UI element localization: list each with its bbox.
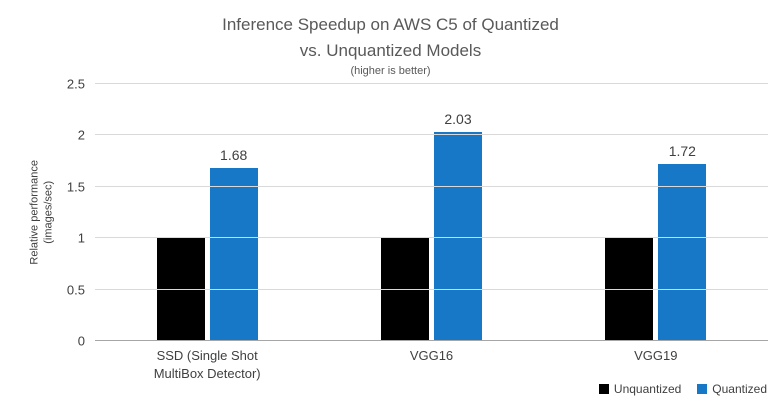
y-tick-label: 0 [77, 333, 85, 349]
category-label: SSD (Single Shot MultiBox Detector) [153, 348, 261, 382]
y-axis-title-line1: Relative performance [28, 160, 41, 265]
bar-wrap: 2.03 [433, 84, 482, 341]
legend-swatch [598, 384, 609, 394]
y-axis-title-line2: (images/sec) [43, 180, 55, 244]
bar-wrap [380, 84, 429, 341]
gridline [95, 237, 768, 239]
bar-quantized [209, 168, 258, 341]
gridline [95, 83, 768, 84]
y-tick-label: 0.5 [66, 282, 85, 298]
y-tick-label: 1 [77, 230, 85, 246]
chart-title-line2: vs. Unquantized Models [299, 40, 482, 60]
plot-area: 1.68 2.03 1.72 0 0.5 1 1.5 2 2.5 [67, 77, 768, 349]
bar-wrap: 1.68 [209, 84, 258, 341]
bar-groups: 1.68 2.03 1.72 [95, 84, 768, 341]
bar-quantized [433, 132, 482, 341]
data-label: 2.03 [444, 111, 472, 128]
chart-title: Inference Speedup on AWS C5 of Quantized… [0, 12, 781, 77]
legend-item-quantized: Quantized [697, 382, 767, 396]
category-labels: SSD (Single Shot MultiBox Detector) VGG16… [95, 347, 768, 383]
legend-label: Quantized [712, 382, 767, 396]
y-tick-label: 1.5 [66, 179, 85, 195]
gridline [95, 134, 768, 136]
bar-group: 2.03 [319, 84, 543, 341]
chart-subtitle: (higher is better) [350, 65, 431, 77]
gridline [95, 288, 768, 290]
legend-label: Unquantized [613, 382, 682, 396]
chart-title-line1: Inference Speedup on AWS C5 of Quantized [222, 15, 559, 34]
y-tick-label: 2.5 [66, 76, 85, 92]
x-axis-line [95, 340, 768, 341]
legend-swatch [697, 384, 708, 394]
data-label: 1.68 [220, 147, 248, 164]
gridline [95, 185, 768, 187]
data-label: 1.72 [668, 143, 696, 160]
y-axis-title: Relative performance (images/sec) [28, 102, 57, 322]
bar-wrap [605, 84, 654, 341]
category-label: VGG19 [634, 348, 678, 363]
bar-quantized [658, 164, 707, 341]
bar-wrap: 1.72 [658, 84, 707, 341]
y-tick-label: 2 [77, 127, 85, 143]
bar-group: 1.72 [544, 84, 768, 341]
bar-group: 1.68 [95, 84, 319, 341]
category-label: VGG16 [409, 348, 454, 363]
legend-item-unquantized: Unquantized [598, 382, 682, 396]
legend: Unquantized Quantized [598, 382, 767, 396]
bar-wrap [156, 84, 205, 341]
